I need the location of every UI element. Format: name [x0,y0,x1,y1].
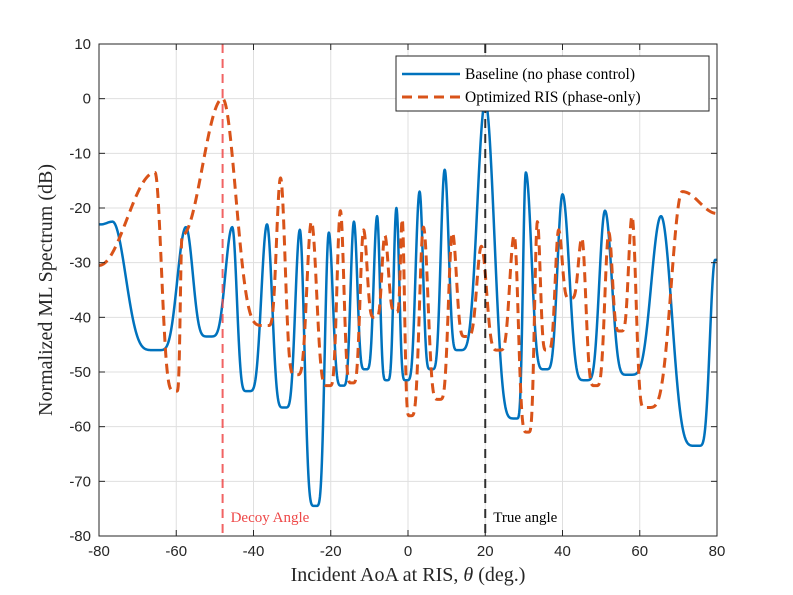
theta-symbol: θ [463,564,473,586]
ticks: -80 -60 -40 -20 0 20 40 60 80100-10-20-30-40-50-… [69,36,725,560]
y-tick-label: -70 [69,473,91,490]
y-tick-label: -60 [69,419,91,436]
legend-label-optimized: Optimized RIS (phase-only) [465,89,641,106]
y-tick-label: -80 [69,528,91,545]
x-tick-label: 0 [404,543,412,560]
legend: Baseline (no phase control) Optimized RI… [395,55,710,112]
x-tick-label: 40 [554,543,571,560]
x-tick-label: -40 [243,543,265,560]
x-tick-label: 20 [477,543,494,560]
y-tick-label: -20 [69,200,91,217]
x-tick-label: 80 [709,543,726,560]
x-tick-label: -80 [88,543,110,560]
y-tick-label: -10 [69,145,91,162]
x-tick-label: -60 [165,543,187,560]
x-tick-label: -20 [320,543,342,560]
y-tick-label: -30 [69,255,91,272]
x-tick-label: 60 [631,543,648,560]
decoy-angle-label: Decoy Angle [231,510,310,526]
x-axis-label: Incident AoA at RIS, θ (deg.) [291,564,526,586]
legend-label-baseline: Baseline (no phase control) [465,66,635,83]
series-line-optimized [97,97,719,434]
y-tick-label: 10 [74,36,91,53]
reference-lines: Decoy Angle True angle [221,44,558,536]
legend-box [395,55,710,112]
y-tick-label: -40 [69,309,91,326]
true-angle-label: True angle [493,510,557,526]
x-axis-label-prefix: Incident AoA at RIS, [291,564,464,586]
y-tick-label: 0 [83,91,91,108]
y-tick-label: -50 [69,364,91,381]
y-axis-label: Normalized ML Spectrum (dB) [35,164,57,416]
grid [99,44,717,536]
series-layer [97,97,719,508]
x-axis-label-suffix: (deg.) [473,564,525,586]
